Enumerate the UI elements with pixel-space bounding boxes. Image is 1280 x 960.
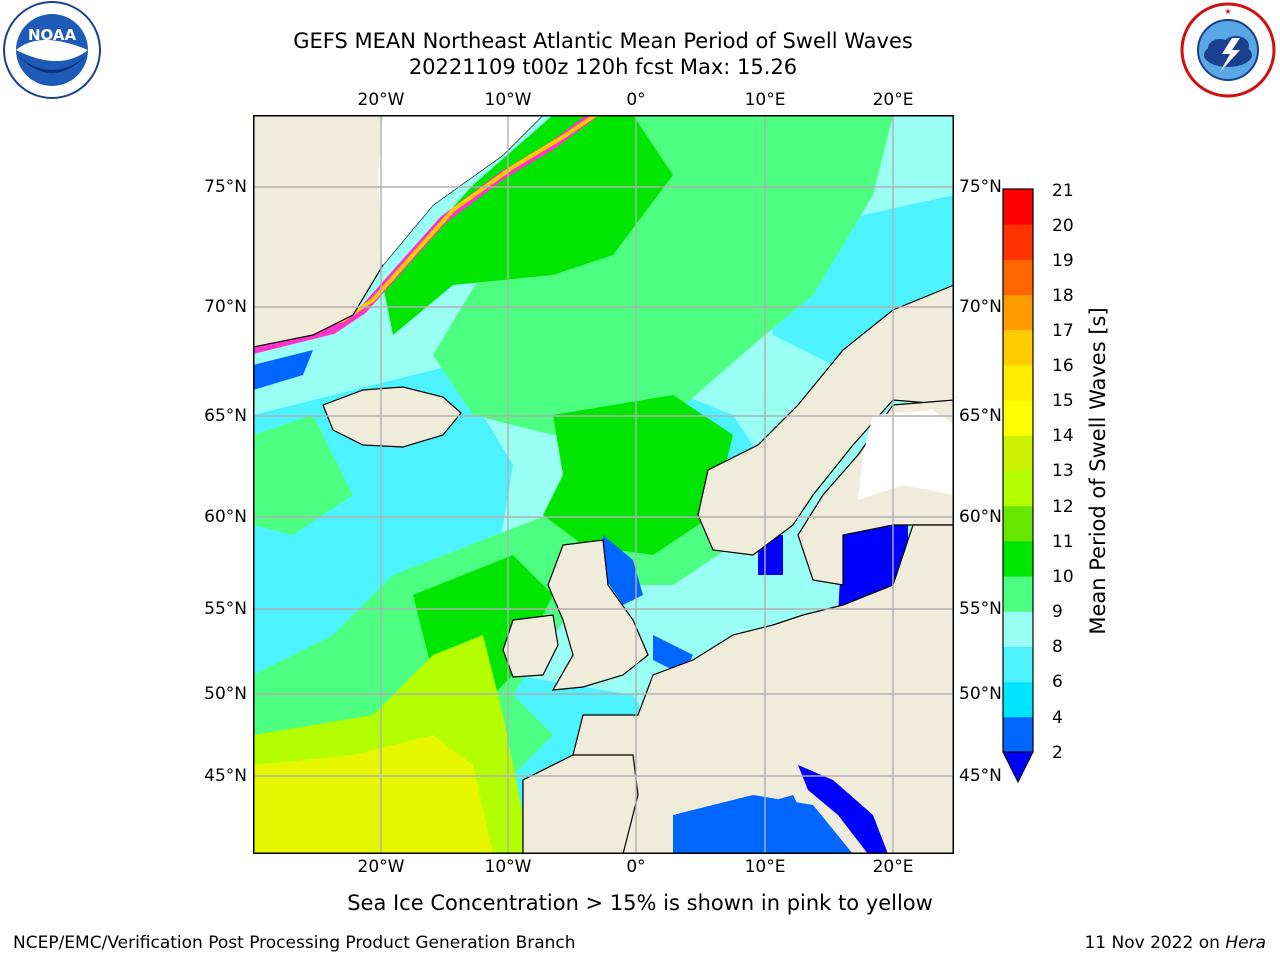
colorbar-tick: 17 <box>1052 321 1074 341</box>
swell-period-map <box>253 115 954 854</box>
lon-label-top: 20°E <box>872 90 914 110</box>
lon-label-bottom: 0° <box>626 857 646 877</box>
graticule <box>253 115 954 854</box>
lat-label-left: 45°N <box>204 766 247 786</box>
colorbar-tick: 19 <box>1052 251 1074 271</box>
lat-label-left: 70°N <box>204 297 247 317</box>
chart-title: GEFS MEAN Northeast Atlantic Mean Period… <box>293 29 913 53</box>
greenland-ice <box>378 115 543 265</box>
colorbar-band <box>1003 189 1033 225</box>
lat-label-right: 45°N <box>959 766 1002 786</box>
sea-ice-caption: Sea Ice Concentration > 15% is shown in … <box>347 891 933 915</box>
colorbar-tick: 20 <box>1052 216 1074 236</box>
lat-label-left: 60°N <box>204 507 247 527</box>
ireland-land <box>502 614 559 678</box>
colorbar-tick: 16 <box>1052 356 1074 376</box>
tyrrhenian-sea <box>758 795 813 854</box>
lat-label-left: 50°N <box>204 684 247 704</box>
iceland-land <box>322 386 462 448</box>
colorbar-tick: 9 <box>1052 602 1063 622</box>
lat-label-right: 60°N <box>959 507 1002 527</box>
lat-label-left: 65°N <box>204 406 247 426</box>
colorbar-band <box>1003 505 1033 542</box>
colorbar-tick: 21 <box>1052 181 1074 201</box>
colorbar-band <box>1003 294 1033 331</box>
colorbar <box>1002 188 1034 784</box>
colorbar-band <box>1003 681 1033 718</box>
lon-label-bottom: 20°E <box>872 857 914 877</box>
colorbar-tick: 6 <box>1052 672 1063 692</box>
lon-label-top: 10°E <box>744 90 786 110</box>
adriatic-sea <box>798 765 888 854</box>
colorbar-tick: 10 <box>1052 567 1074 587</box>
iberia-land <box>522 754 639 854</box>
colorbar-band <box>1003 576 1033 612</box>
field-13-15s <box>253 735 493 854</box>
colorbar-tick: 4 <box>1052 708 1063 728</box>
colorbar-tick: 8 <box>1052 637 1063 657</box>
lat-label-left: 55°N <box>204 599 247 619</box>
gulf-bothnia-ice <box>858 410 954 500</box>
lat-label-right: 65°N <box>959 406 1002 426</box>
colorbar-band <box>1003 259 1033 296</box>
colorbar-tick: 14 <box>1052 426 1074 446</box>
colorbar-tick: 18 <box>1052 286 1074 306</box>
colorbar-band <box>1003 224 1033 260</box>
lat-label-right: 50°N <box>959 684 1002 704</box>
svg-text:★: ★ <box>1224 7 1231 16</box>
lon-label-top: 20°W <box>357 90 405 110</box>
footer-date-text: 11 Nov 2022 on <box>1084 933 1220 953</box>
colorbar-under-triangle <box>1002 751 1034 784</box>
colorbar-band <box>1003 364 1033 401</box>
colorbar-band <box>1003 716 1033 753</box>
colorbar-tick: 11 <box>1052 532 1074 552</box>
lon-label-bottom: 10°W <box>484 857 532 877</box>
footer-host: Hera <box>1225 933 1266 953</box>
lat-label-right: 70°N <box>959 297 1002 317</box>
lat-label-left: 75°N <box>204 177 247 197</box>
colorbar-tick: 2 <box>1052 743 1063 763</box>
colorbar-tick: 12 <box>1052 497 1074 517</box>
colorbar-tick: 15 <box>1052 391 1074 411</box>
colorbar-band <box>1003 540 1033 577</box>
colorbar-band <box>1003 435 1033 471</box>
noaa-logo-text: NOAA <box>28 26 77 44</box>
colorbar-tick: 13 <box>1052 461 1074 481</box>
great-britain-land <box>547 539 649 691</box>
footer-date: 11 Nov 2022 on Hera <box>1084 933 1266 953</box>
nws-logo: ★ <box>1180 2 1276 98</box>
lon-label-top: 0° <box>626 90 646 110</box>
colorbar-band <box>1003 646 1033 683</box>
colorbar-band <box>1003 470 1033 507</box>
colorbar-band <box>1003 400 1033 436</box>
lat-label-right: 55°N <box>959 599 1002 619</box>
footer-credit: NCEP/EMC/Verification Post Processing Pr… <box>13 933 576 953</box>
lon-label-bottom: 20°W <box>357 857 405 877</box>
chart-subtitle: 20221109 t00z 120h fcst Max: 15.26 <box>408 55 798 79</box>
lat-label-right: 75°N <box>959 177 1002 197</box>
colorbar-band <box>1003 329 1033 366</box>
noaa-logo: NOAA <box>3 1 101 99</box>
lon-label-bottom: 10°E <box>744 857 786 877</box>
colorbar-label: Mean Period of Swell Waves [s] <box>1086 307 1110 635</box>
lon-label-top: 10°W <box>484 90 532 110</box>
map-frame <box>253 115 954 854</box>
colorbar-band <box>1003 611 1033 647</box>
